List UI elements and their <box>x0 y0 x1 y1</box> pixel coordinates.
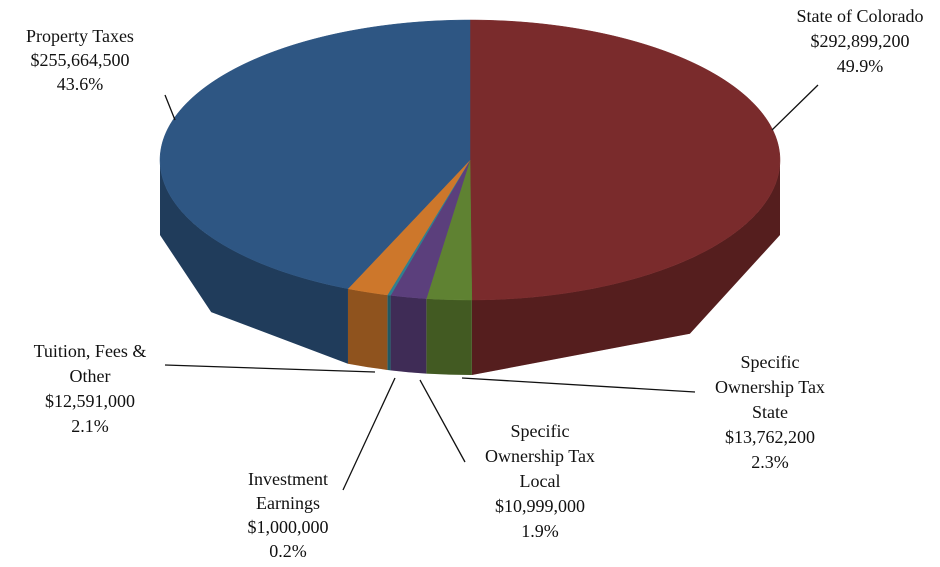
category-label: Specific <box>511 421 570 441</box>
percent-label: 49.9% <box>837 56 884 76</box>
slice-side <box>390 295 427 374</box>
category-label: Other <box>70 366 111 386</box>
slice <box>390 159 471 299</box>
slice-label: Specific Ownership Tax State $13,762,200 2.3… <box>715 352 825 472</box>
slice-label: Specific Ownership Tax Local $10,999,000 1.9… <box>485 421 595 541</box>
category-label: Local <box>520 471 561 491</box>
slice-side <box>387 294 391 371</box>
slice-label: Property Taxes $255,664,500 43.6% <box>26 26 134 94</box>
slice <box>347 159 471 296</box>
value-label: $255,664,500 <box>31 50 130 70</box>
slice-side <box>471 160 780 375</box>
slice-label: Investment Earnings $1,000,000 0.2% <box>248 469 329 561</box>
slice-side <box>347 288 388 370</box>
side-shade <box>471 160 780 375</box>
category-label: State <box>752 402 788 422</box>
slice-side <box>160 160 348 364</box>
leader-line <box>164 364 376 373</box>
category-label: Investment <box>248 469 328 489</box>
category-label: Ownership Tax <box>715 377 825 397</box>
value-label: $12,591,000 <box>45 391 135 411</box>
category-label: State of Colorado <box>797 6 924 26</box>
side-shade <box>390 295 427 374</box>
category-label: Specific <box>741 352 800 372</box>
slice <box>469 19 781 301</box>
leader-line <box>461 377 696 393</box>
percent-label: 2.1% <box>71 416 109 436</box>
side-shade <box>347 288 388 370</box>
leader-line <box>771 84 819 131</box>
value-label: $13,762,200 <box>725 427 815 447</box>
value-label: $1,000,000 <box>248 517 329 537</box>
side-shade <box>387 294 391 371</box>
leader-line <box>164 94 176 121</box>
leader-line <box>342 377 396 491</box>
category-label: Tuition, Fees & <box>34 341 147 361</box>
value-label: $292,899,200 <box>811 31 910 51</box>
percent-label: 0.2% <box>269 541 307 561</box>
slice <box>425 159 473 301</box>
slice-side <box>426 298 472 375</box>
side-shade <box>160 160 348 364</box>
category-label: Earnings <box>256 493 320 513</box>
side-shade <box>426 298 472 375</box>
leader-line <box>419 379 466 463</box>
category-label: Ownership Tax <box>485 446 595 466</box>
value-label: $10,999,000 <box>495 496 585 516</box>
slice <box>159 19 471 289</box>
slice-label: Tuition, Fees & Other $12,591,000 2.1% <box>34 341 147 436</box>
percent-label: 1.9% <box>521 521 559 541</box>
percent-label: 2.3% <box>751 452 789 472</box>
slice-label: State of Colorado $292,899,200 49.9% <box>797 6 924 76</box>
category-label: Property Taxes <box>26 26 134 46</box>
percent-label: 43.6% <box>57 74 104 94</box>
